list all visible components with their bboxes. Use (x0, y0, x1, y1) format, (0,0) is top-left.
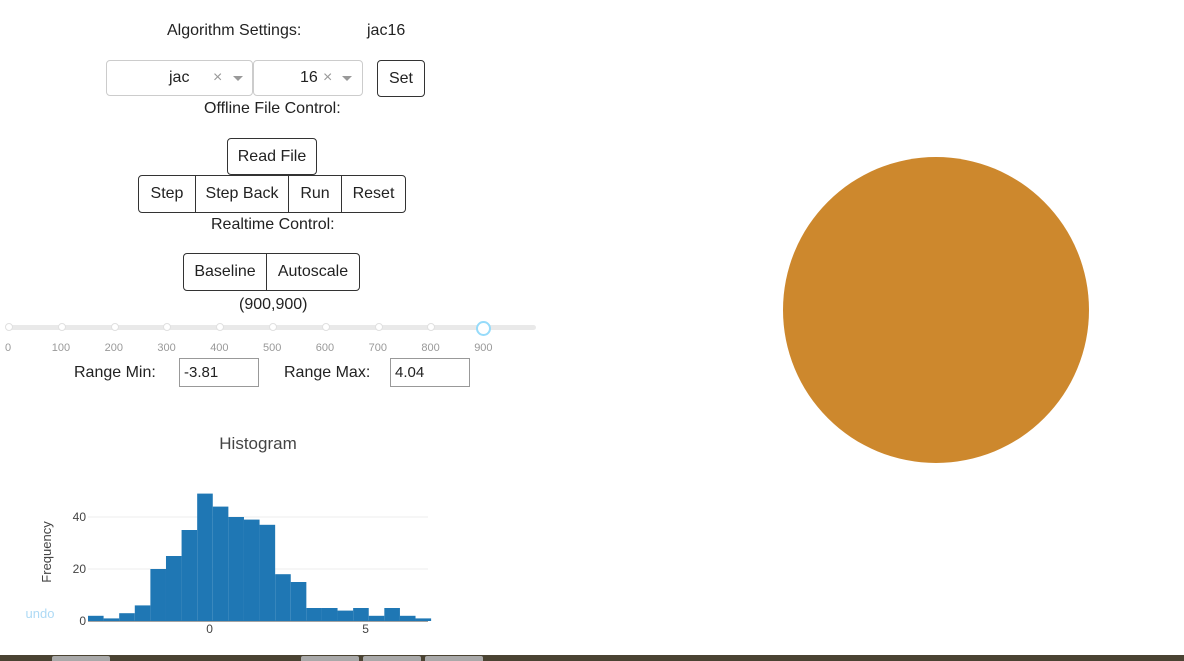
algorithm-settings-label: Algorithm Settings: (167, 22, 302, 39)
y-tick-label: 20 (73, 562, 87, 576)
clear-icon[interactable]: × (213, 69, 223, 86)
taskbar-item[interactable] (52, 656, 110, 661)
range-max-input[interactable] (390, 358, 470, 387)
slider-mark-label: 600 (315, 342, 335, 354)
y-axis-label: Frequency (39, 521, 54, 583)
autoscale-button[interactable]: Autoscale (266, 253, 360, 291)
slider-mark-label: 300 (157, 342, 176, 354)
histogram-bar (384, 608, 400, 621)
range-min-input[interactable] (179, 358, 259, 387)
algorithm-select-value: jac (169, 69, 190, 86)
slider-mark-label: 700 (368, 342, 387, 354)
chevron-down-icon[interactable] (342, 76, 352, 81)
histogram-chart: Histogram 0 20 40 0 5 Frequency undo (26, 434, 432, 636)
read-file-button[interactable]: Read File (227, 138, 317, 175)
histogram-bar (165, 556, 182, 621)
histogram-bar (306, 608, 322, 621)
histogram-bar (212, 506, 229, 621)
taskbar-item[interactable] (363, 656, 421, 661)
x-tick-label: 5 (362, 622, 369, 636)
clear-icon[interactable]: × (323, 69, 333, 86)
histogram-bar (150, 569, 166, 621)
histogram-bar (243, 519, 260, 621)
current-algorithm-readout: jac16 (367, 22, 406, 39)
slider-mark-label: 900 (474, 342, 493, 354)
y-tick-label: 0 (79, 614, 86, 628)
slider-readout: (900,900) (239, 296, 308, 313)
range-min-label: Range Min: (74, 364, 156, 381)
histogram-bar (353, 608, 369, 621)
histogram-bar (368, 615, 385, 621)
baseline-button[interactable]: Baseline (183, 253, 267, 291)
histogram-bar (197, 493, 213, 621)
set-button[interactable]: Set (377, 60, 425, 97)
slider-dot (110, 323, 119, 331)
slider-dot (269, 323, 277, 331)
histogram-bar (181, 530, 198, 621)
histogram-bar (337, 610, 354, 621)
chart-title: Histogram (219, 434, 296, 453)
run-button[interactable]: Run (288, 175, 342, 213)
slider-dot (163, 323, 172, 331)
y-tick-label: 40 (73, 510, 87, 524)
undo-button[interactable]: undo (26, 606, 55, 621)
histogram-bar (228, 517, 244, 621)
chevron-down-icon[interactable] (233, 76, 243, 81)
slider-mark-label: 500 (263, 342, 282, 354)
histogram-bar (290, 582, 307, 621)
histogram-bar (103, 618, 120, 621)
slider-dot (427, 323, 436, 331)
slider-dot (374, 323, 383, 331)
histogram-bar (399, 615, 416, 621)
taskbar (0, 655, 1184, 661)
step-back-button[interactable]: Step Back (195, 175, 289, 213)
taskbar-item[interactable] (301, 656, 359, 661)
status-circle (783, 157, 1089, 463)
slider-dot (321, 323, 330, 331)
histogram-bar (415, 618, 432, 621)
slider-mark-label: 400 (210, 342, 229, 354)
histogram-bar (134, 605, 151, 621)
size-select-value: 16 (300, 69, 318, 86)
reset-button[interactable]: Reset (341, 175, 406, 213)
range-max-label: Range Max: (284, 364, 371, 381)
slider-mark-label: 800 (421, 342, 440, 354)
slider-dot (216, 323, 225, 331)
histogram-bar (275, 574, 291, 621)
step-button[interactable]: Step (138, 175, 196, 213)
histogram-bar (259, 524, 276, 621)
histogram-bar (88, 615, 104, 621)
offline-file-control-label: Offline File Control: (204, 100, 341, 117)
realtime-control-label: Realtime Control: (211, 216, 335, 233)
histogram-bar (321, 608, 338, 621)
taskbar-item[interactable] (425, 656, 483, 661)
x-tick-label: 0 (206, 622, 213, 636)
histogram-bar (119, 613, 135, 621)
slider-dot (5, 323, 13, 331)
algorithm-select[interactable]: jac × (106, 60, 253, 96)
slider-mark-label: 0 (5, 342, 12, 354)
slider-handle[interactable] (476, 321, 492, 336)
slider-dot (57, 323, 66, 331)
size-select[interactable]: 16 × (253, 60, 363, 96)
slider-mark-label: 200 (104, 342, 123, 354)
slider-mark-label: 100 (51, 342, 71, 354)
